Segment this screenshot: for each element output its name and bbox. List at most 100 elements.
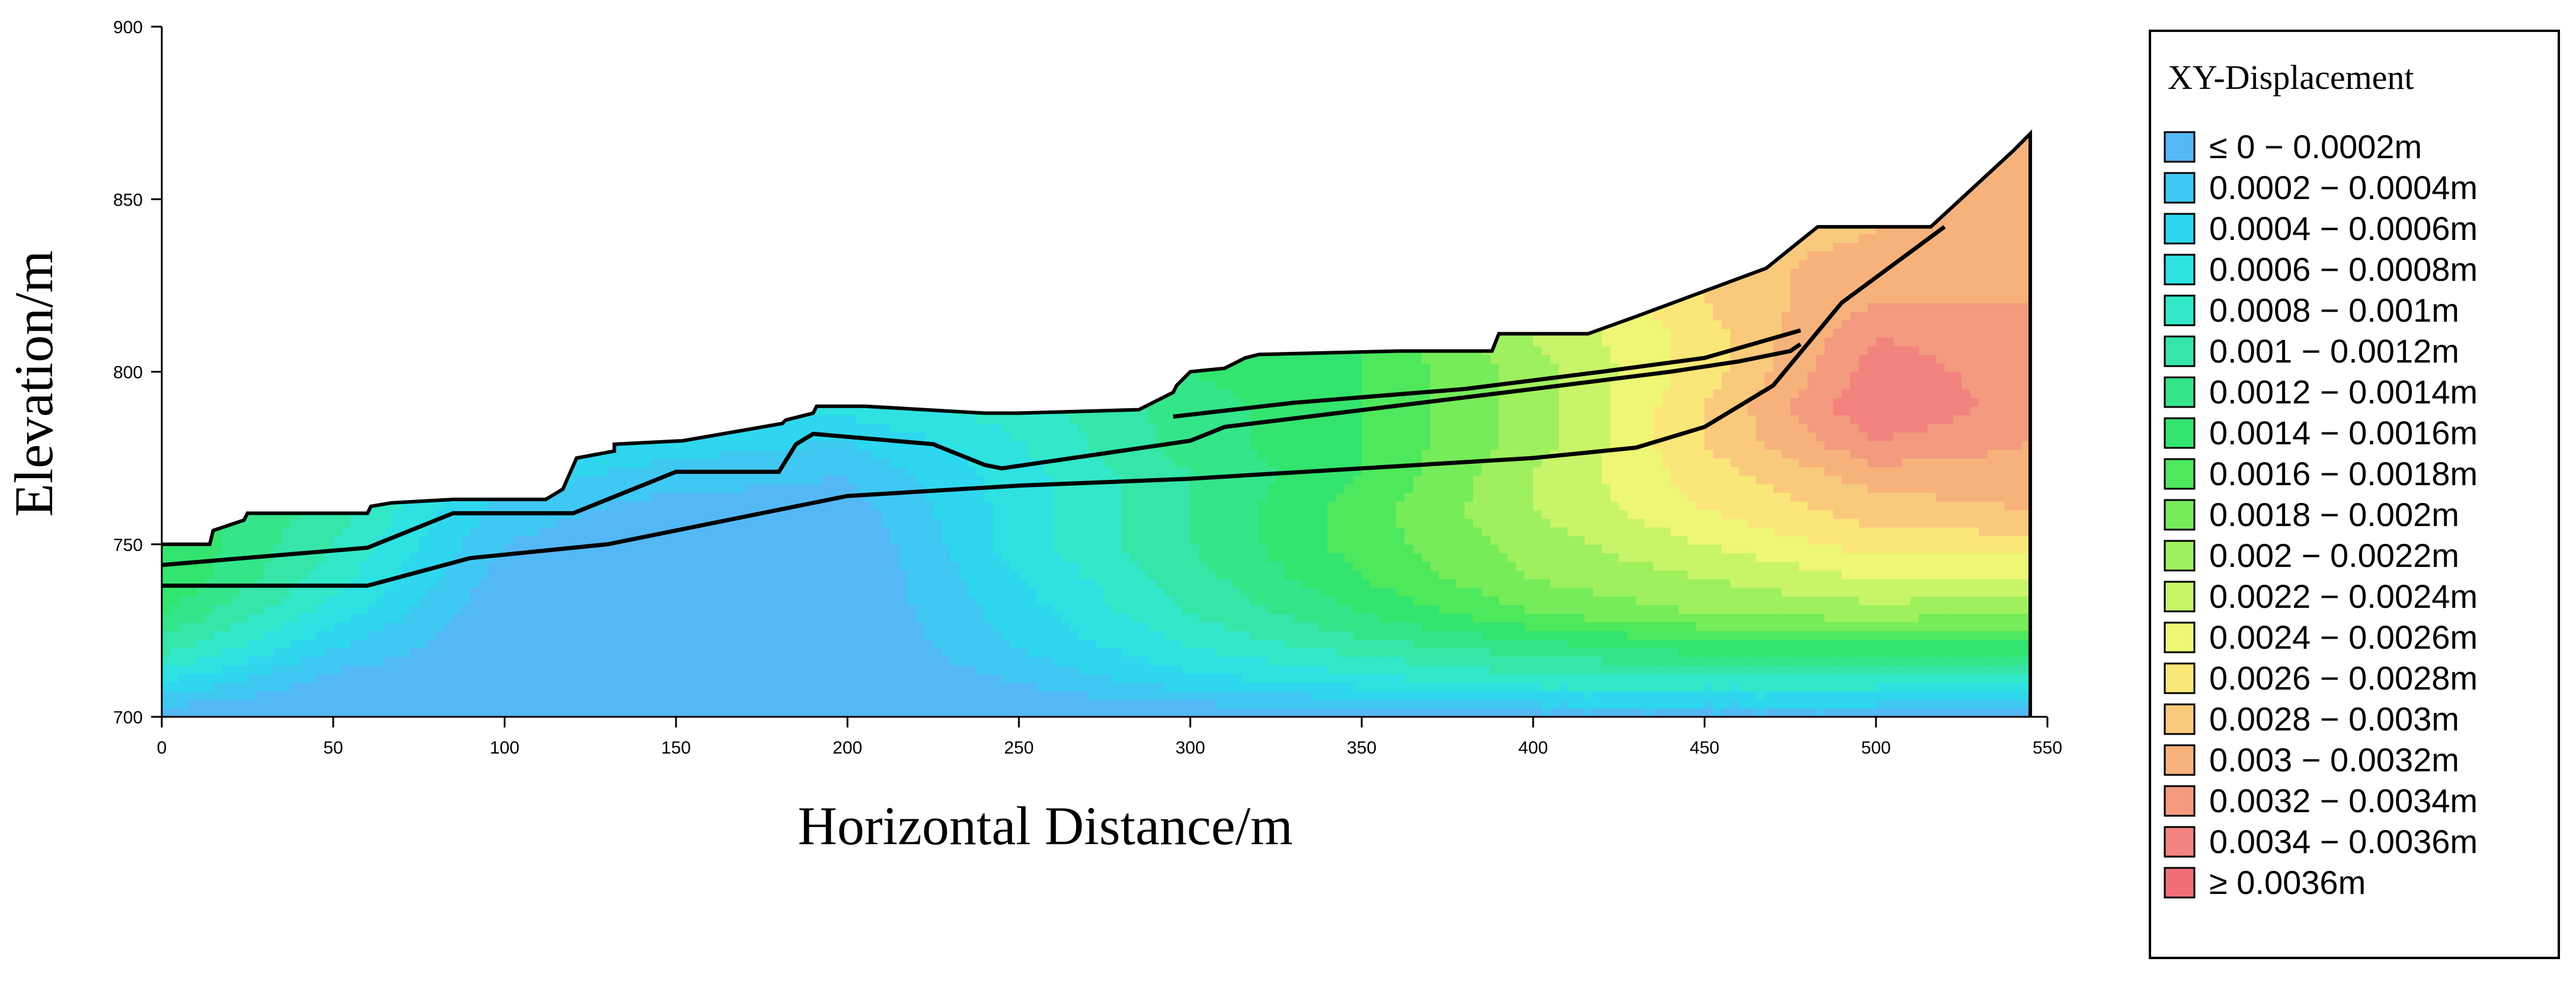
heat-cell — [178, 320, 188, 329]
heat-cell — [547, 613, 557, 623]
heat-cell — [504, 536, 514, 545]
heat-cell — [727, 492, 737, 502]
heat-cell — [581, 398, 591, 407]
heat-cell — [736, 621, 745, 632]
heat-cell — [307, 475, 317, 485]
heat-cell — [547, 665, 557, 674]
heat-cell — [616, 648, 625, 657]
heat-cell — [401, 259, 411, 269]
heat-cell — [599, 207, 608, 217]
heat-cell — [779, 648, 788, 657]
heat-cell — [530, 303, 540, 312]
heat-cell — [162, 691, 171, 700]
heat-cell — [650, 389, 660, 398]
heat-cell — [239, 613, 248, 623]
heat-cell — [204, 415, 214, 424]
heat-cell — [170, 251, 180, 260]
heat-cell — [487, 682, 497, 692]
heat-cell — [239, 406, 248, 416]
heat-cell — [556, 415, 565, 424]
heat-cell — [487, 133, 497, 140]
heat-cell — [178, 596, 188, 605]
heat-cell — [779, 570, 788, 579]
heat-cell — [178, 328, 188, 338]
heat-cell — [770, 536, 780, 545]
heat-cell — [162, 363, 171, 373]
heat-cell — [633, 398, 642, 407]
heat-cell — [462, 570, 471, 579]
heat-cell — [719, 190, 728, 200]
heat-cell — [547, 501, 557, 511]
heat-cell — [650, 207, 660, 217]
heat-cell — [299, 621, 308, 632]
heat-cell — [581, 570, 591, 579]
heat-cell — [599, 216, 608, 226]
heat-cell — [779, 337, 788, 347]
heat-cell — [736, 441, 745, 450]
heat-cell — [462, 536, 471, 545]
heat-cell — [504, 596, 514, 605]
heat-cell — [410, 182, 420, 191]
heat-cell — [556, 285, 565, 295]
heat-cell — [281, 423, 291, 433]
heat-cell — [590, 466, 600, 476]
heat-cell — [727, 311, 737, 320]
heat-cell — [316, 449, 325, 459]
heat-cell — [213, 139, 223, 148]
heat-cell — [744, 536, 754, 545]
heat-cell — [376, 604, 385, 614]
heat-cell — [264, 207, 274, 217]
heat-cell — [470, 147, 479, 157]
heat-cell — [239, 182, 248, 191]
heat-cell — [341, 630, 351, 640]
heat-cell — [462, 190, 471, 200]
heat-cell — [367, 328, 377, 338]
heat-cell — [204, 501, 214, 511]
heat-cell — [290, 656, 300, 666]
heat-cell — [230, 561, 239, 571]
heat-cell — [641, 363, 651, 373]
heat-cell — [341, 294, 351, 303]
heat-cell — [178, 604, 188, 614]
heat-cell — [290, 621, 300, 632]
heat-cell — [367, 639, 377, 649]
heat-cell — [299, 458, 308, 467]
heat-cell — [359, 354, 368, 364]
heat-cell — [385, 139, 394, 148]
heat-cell — [367, 147, 377, 157]
heat-cell — [350, 139, 360, 148]
heat-cell — [556, 259, 565, 269]
heat-cell — [564, 570, 574, 579]
heat-cell — [436, 207, 446, 217]
heat-cell — [539, 311, 548, 320]
heat-cell — [367, 553, 377, 562]
heat-cell — [753, 613, 763, 623]
heat-cell — [393, 371, 402, 381]
heat-cell — [162, 199, 171, 209]
heat-cell — [196, 415, 206, 424]
heat-cell — [462, 389, 471, 398]
heat-cell — [607, 294, 617, 303]
heat-cell — [770, 596, 780, 605]
heat-cell — [178, 277, 188, 286]
heat-cell — [410, 225, 420, 235]
heat-cell — [607, 345, 617, 355]
heat-cell — [496, 207, 505, 217]
heat-cell — [702, 398, 711, 407]
heat-cell — [641, 630, 651, 640]
heat-cell — [436, 639, 446, 649]
heat-cell — [367, 561, 377, 571]
heat-cell — [187, 371, 197, 381]
heat-cell — [350, 691, 360, 700]
heat-cell — [581, 596, 591, 605]
heat-cell — [367, 259, 377, 269]
heat-cell — [359, 630, 368, 640]
heat-cell — [290, 139, 300, 148]
heat-cell — [187, 328, 197, 338]
heat-cell — [547, 570, 557, 579]
heat-cell — [333, 449, 343, 459]
heat-cell — [393, 544, 402, 554]
heat-cell — [401, 225, 411, 235]
heat-cell — [256, 527, 265, 536]
heat-cell — [496, 173, 505, 182]
